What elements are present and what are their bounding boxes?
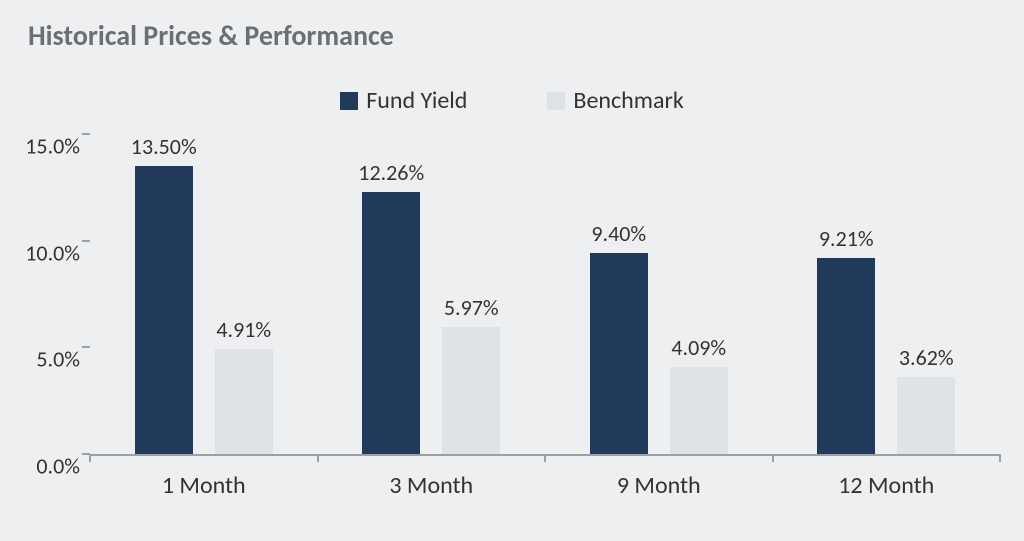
x-tick-mark: [317, 454, 319, 462]
bar: [215, 349, 273, 454]
bar-value-label: 5.97%: [406, 294, 536, 321]
y-tick-label: 15.0%: [0, 133, 80, 160]
y-tick-label: 0.0%: [0, 453, 80, 480]
x-tick-mark: [772, 454, 774, 462]
bar-value-label: 9.21%: [781, 225, 911, 252]
y-tick-label: 10.0%: [0, 239, 80, 266]
legend-item-fund-yield: Fund Yield: [340, 86, 467, 115]
bar: [442, 327, 500, 454]
y-tick-mark: [82, 133, 90, 135]
legend-swatch-benchmark: [547, 92, 565, 110]
legend-item-benchmark: Benchmark: [547, 86, 683, 115]
x-tick-mark: [89, 454, 91, 462]
bar-chart: 0.0%5.0%10.0%15.0%13.50%4.91%1 Month12.2…: [90, 136, 1000, 456]
x-tick-mark: [544, 454, 546, 462]
y-tick-mark: [82, 240, 90, 242]
legend: Fund Yield Benchmark: [0, 86, 1024, 115]
bar: [362, 192, 420, 454]
plot-area: 0.0%5.0%10.0%15.0%13.50%4.91%1 Month12.2…: [90, 136, 1000, 456]
x-category-label: 3 Month: [389, 471, 473, 500]
chart-title: Historical Prices & Performance: [28, 18, 394, 53]
bar: [135, 166, 193, 454]
bar: [897, 377, 955, 454]
bar-value-label: 4.09%: [634, 334, 764, 361]
legend-label-fund-yield: Fund Yield: [366, 86, 467, 115]
bar-value-label: 13.50%: [99, 133, 229, 160]
bar-value-label: 3.62%: [861, 344, 991, 371]
y-tick-mark: [82, 346, 90, 348]
x-category-label: 1 Month: [162, 471, 246, 500]
x-category-label: 9 Month: [617, 471, 701, 500]
bar-value-label: 9.40%: [554, 220, 684, 247]
x-category-label: 12 Month: [838, 471, 934, 500]
bar-value-label: 4.91%: [179, 316, 309, 343]
legend-label-benchmark: Benchmark: [573, 86, 683, 115]
legend-swatch-fund-yield: [340, 92, 358, 110]
bar-value-label: 12.26%: [326, 159, 456, 186]
x-tick-mark: [999, 454, 1001, 462]
bar: [670, 367, 728, 454]
y-tick-label: 5.0%: [0, 346, 80, 373]
